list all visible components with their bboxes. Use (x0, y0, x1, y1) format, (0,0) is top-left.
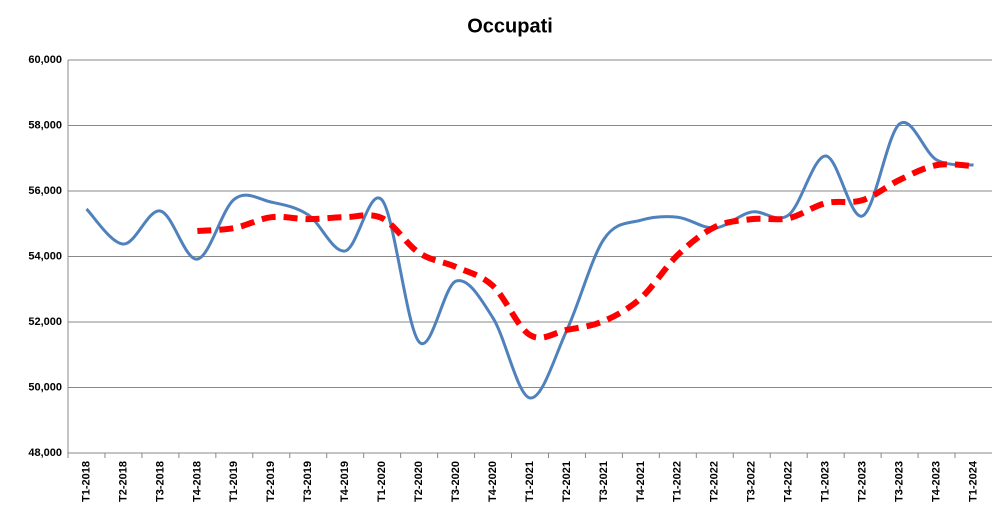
chart-title: Occupati (467, 15, 553, 37)
x-tick-label: T4-2023 (930, 461, 942, 502)
x-tick-label: T3-2021 (598, 461, 610, 502)
x-tick-label: T2-2022 (709, 461, 721, 502)
x-tick-label: T2-2018 (117, 461, 129, 502)
x-tick-label: T4-2018 (191, 461, 203, 502)
x-tick-label: T2-2023 (857, 461, 869, 502)
x-tick-label: T4-2019 (339, 461, 351, 502)
x-tick-label: T4-2020 (487, 461, 499, 502)
series-line (197, 161, 974, 341)
x-tick-label: T1-2020 (376, 461, 388, 502)
y-tick-label: 52,000 (28, 316, 62, 328)
series-line (85, 120, 974, 400)
x-tick-label: T1-2022 (672, 461, 684, 502)
x-tick-label: T3-2018 (154, 461, 166, 502)
x-tick-label: T4-2021 (635, 461, 647, 502)
y-tick-label: 54,000 (28, 250, 62, 262)
x-tick-label: T1-2019 (228, 461, 240, 502)
x-tick-label: T2-2021 (561, 461, 573, 502)
x-tick-label: T1-2024 (967, 460, 979, 502)
x-tick-label: T4-2022 (783, 461, 795, 502)
x-tick-label: T3-2020 (450, 461, 462, 502)
x-tick-label: T3-2022 (746, 461, 758, 502)
x-tick-label: T2-2020 (413, 461, 425, 502)
y-tick-label: 56,000 (28, 185, 62, 197)
x-tick-label: T2-2019 (265, 461, 277, 502)
x-tick-label: T1-2018 (80, 461, 92, 502)
y-tick-label: 60,000 (28, 54, 62, 66)
y-tick-label: 48,000 (28, 447, 62, 459)
x-tick-label: T3-2019 (302, 461, 314, 502)
x-tick-label: T1-2021 (524, 461, 536, 502)
y-tick-label: 58,000 (28, 119, 62, 131)
x-tick-label: T1-2023 (820, 461, 832, 502)
y-tick-label: 50,000 (28, 381, 62, 393)
x-tick-label: T3-2023 (894, 461, 906, 502)
